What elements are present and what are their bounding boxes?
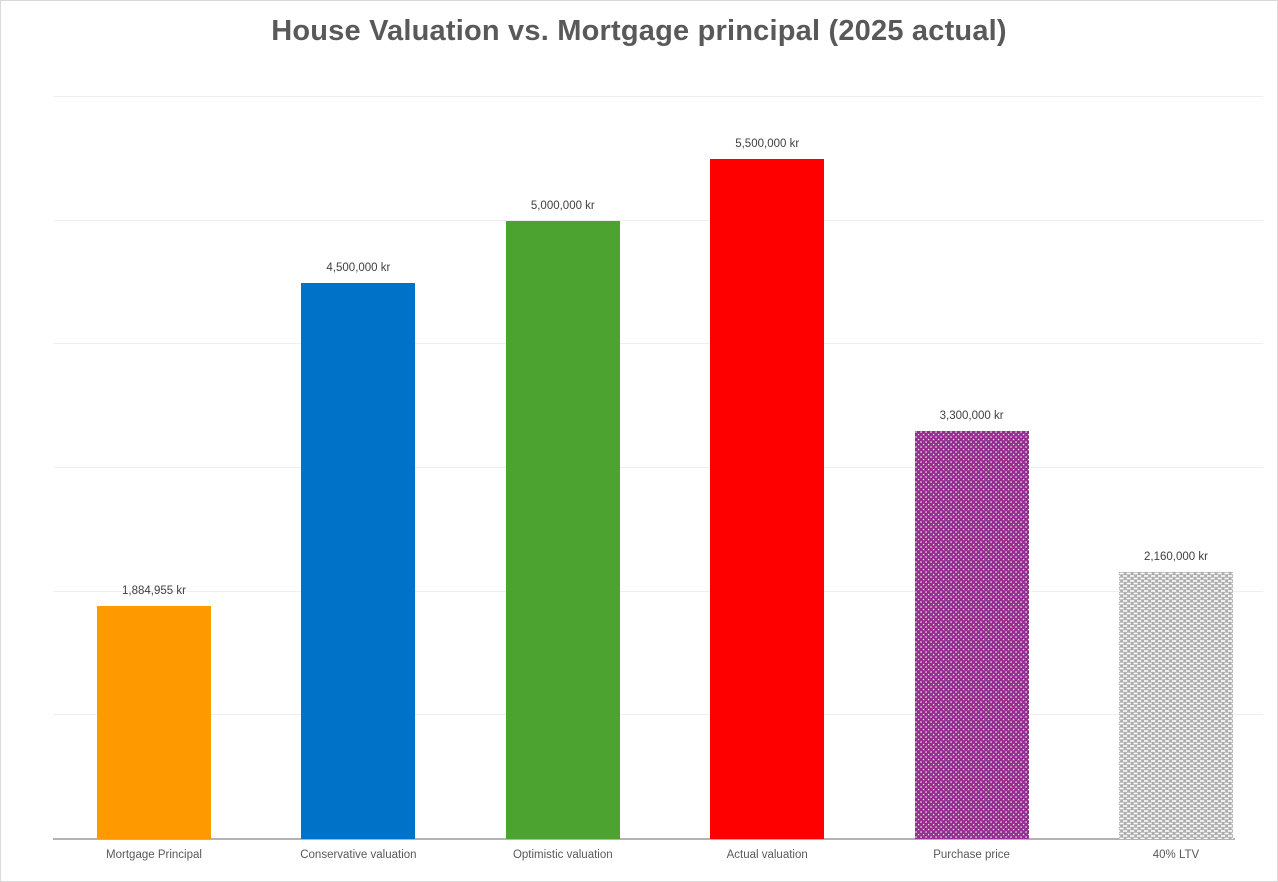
gridline-5m bbox=[53, 219, 1263, 221]
gridline-6m bbox=[53, 96, 1263, 97]
plot-area: 1,884,955 kr Mortgage Principal 4,500,000 … bbox=[53, 96, 1263, 861]
gridline-1m bbox=[53, 714, 1263, 716]
category-label-40-ltv: 40% LTV bbox=[1152, 849, 1200, 861]
category-label-actual-valuation: Actual valuation bbox=[726, 849, 808, 861]
value-label-40-ltv: 2,160,000 kr bbox=[1144, 550, 1208, 563]
bar-conservative-valuation bbox=[301, 282, 416, 839]
bar-purchase-price bbox=[914, 430, 1029, 839]
bar-40-ltv bbox=[1119, 571, 1233, 839]
bar-mortgage-principal bbox=[97, 605, 211, 839]
value-label-conservative-valuation: 4,500,000 kr bbox=[326, 261, 391, 274]
value-label-purchase-price: 3,300,000 kr bbox=[939, 409, 1004, 422]
category-label-purchase-price: Purchase price bbox=[933, 849, 1010, 861]
category-label-optimistic-valuation: Optimistic valuation bbox=[512, 849, 613, 861]
value-label-optimistic-valuation: 5,000,000 kr bbox=[530, 199, 595, 212]
gridline-2m bbox=[53, 590, 1263, 592]
bar-actual-valuation bbox=[710, 158, 825, 839]
gridline-3m bbox=[53, 467, 1263, 468]
gridline-4m bbox=[53, 343, 1263, 345]
chart-title: House Valuation vs. Mortgage principal (… bbox=[271, 15, 1007, 47]
value-label-mortgage-principal: 1,884,955 kr bbox=[122, 584, 186, 597]
category-label-mortgage-principal: Mortgage Principal bbox=[106, 849, 202, 861]
x-axis-line bbox=[53, 838, 1235, 840]
value-label-actual-valuation: 5,500,000 kr bbox=[735, 137, 800, 150]
bar-optimistic-valuation bbox=[505, 220, 620, 839]
category-label-conservative-valuation: Conservative valuation bbox=[300, 849, 417, 861]
